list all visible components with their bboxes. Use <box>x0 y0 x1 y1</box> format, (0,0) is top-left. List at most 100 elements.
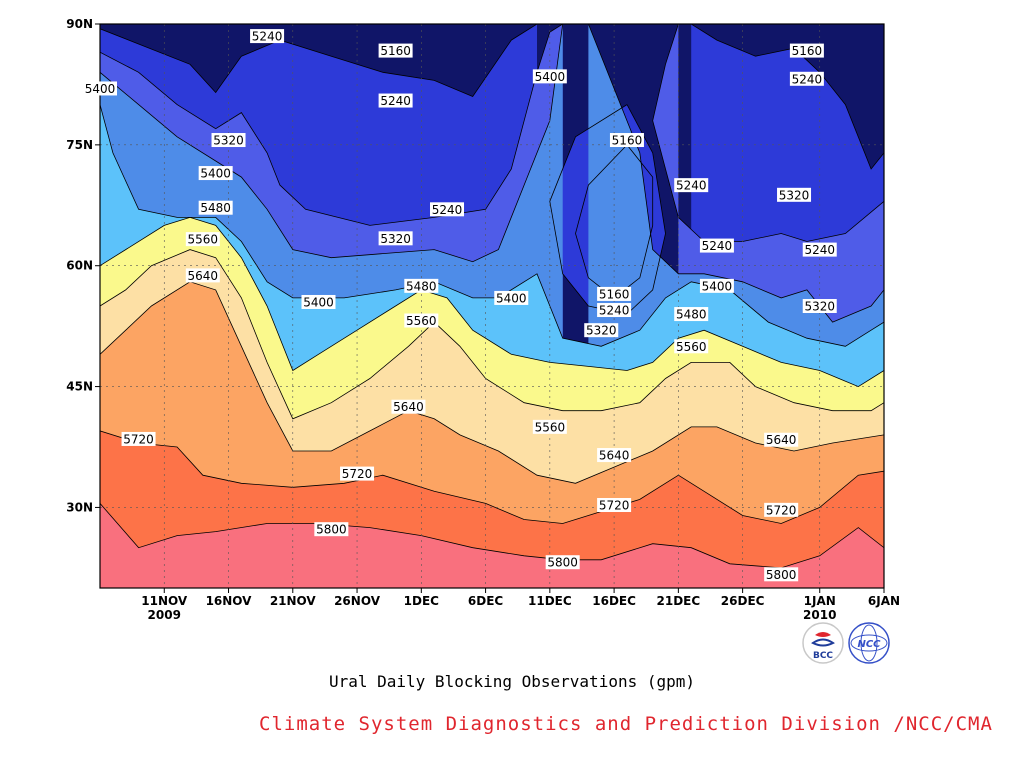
contour-label-text: 5640 <box>393 400 424 414</box>
contour-5240 <box>100 24 563 226</box>
contour-label: 5800 <box>545 555 580 570</box>
contour-label: 5320 <box>211 133 246 148</box>
contour-label: 5400 <box>301 294 336 309</box>
x-tick-label: 11NOV <box>141 594 188 608</box>
contour-5160 <box>690 24 884 170</box>
contour-label-text: 5240 <box>702 239 733 253</box>
contour-label: 5240 <box>789 71 824 86</box>
contour-label: 5800 <box>764 567 799 582</box>
contour-label-text: 5160 <box>380 44 411 58</box>
contour-label-text: 5240 <box>804 243 835 257</box>
svg-text:BCC: BCC <box>813 651 833 661</box>
contour-label: 5480 <box>198 200 233 215</box>
contour-label-text: 5400 <box>535 70 566 84</box>
contour-label: 5400 <box>532 69 567 84</box>
contour-label: 5240 <box>597 303 632 318</box>
x-tick-label: 11DEC <box>528 594 572 608</box>
contour-label: 5720 <box>340 466 375 481</box>
band-5800 <box>100 503 884 588</box>
contour-label-text: 5240 <box>599 304 630 318</box>
contour-label: 5640 <box>391 399 426 414</box>
contour-label: 5400 <box>494 290 529 305</box>
y-tick-label: 30N <box>66 500 93 514</box>
contour-5480 <box>100 216 884 388</box>
contour-label: 5480 <box>404 278 439 293</box>
contour-5640 <box>100 281 884 484</box>
contour-label-text: 5640 <box>188 269 219 283</box>
contour-label-text: 5240 <box>792 72 823 86</box>
contour-label: 5320 <box>802 299 837 314</box>
contour-label-text: 5720 <box>766 503 797 517</box>
contour-5560 <box>100 249 884 420</box>
contour-label-text: 5800 <box>316 523 347 537</box>
contour-label-text: 5720 <box>123 432 154 446</box>
contour-label-text: 5320 <box>380 232 411 246</box>
x-tick-label: 1DEC <box>404 594 440 608</box>
contour-5160 <box>100 24 538 97</box>
contour-label-text: 5240 <box>252 30 283 44</box>
hovmoller-chart: 5240 5160 5240 5400 5320 5400 5480 5560 5640 5400… <box>66 17 900 622</box>
contour-label-text: 5160 <box>612 134 643 148</box>
contour-label: 5720 <box>121 431 156 446</box>
plot-frame <box>99 23 885 589</box>
contour-label: 5800 <box>314 522 349 537</box>
contour-label-text: 5480 <box>406 279 437 293</box>
x-tick-year-label: 2009 <box>148 608 181 622</box>
x-tick-label: 16NOV <box>206 594 253 608</box>
x-tick-label: 21NOV <box>270 594 317 608</box>
contour-label: 5160 <box>789 43 824 58</box>
contour-label-text: 5560 <box>676 340 707 354</box>
contour-label-text: 5480 <box>200 201 231 215</box>
credit-line: Climate System Diagnostics and Predictio… <box>259 713 993 735</box>
x-tick-label: 1JAN <box>804 594 836 608</box>
contour-label-text: 5480 <box>676 308 707 322</box>
contour-label: 5400 <box>198 166 233 181</box>
contour-label: 5720 <box>764 502 799 517</box>
contour-label-text: 5400 <box>85 82 116 96</box>
contour-label: 5320 <box>777 187 812 202</box>
contour-label-text: 5560 <box>406 314 437 328</box>
contour-label-text: 5400 <box>496 291 527 305</box>
x-tick-year-label: 2010 <box>803 608 836 622</box>
contour-label-text: 5160 <box>792 44 823 58</box>
contour-label: 5560 <box>674 339 709 354</box>
contour-label-text: 5640 <box>599 449 630 463</box>
contour-label: 5240 <box>802 242 837 257</box>
contour-label-text: 5320 <box>586 324 617 338</box>
contour-label-text: 5640 <box>766 433 797 447</box>
contour-label-text: 5800 <box>547 556 578 570</box>
contour-label: 5320 <box>584 323 619 338</box>
contour-label-text: 5720 <box>342 467 373 481</box>
contour-label: 5240 <box>674 178 709 193</box>
contour-label: 5480 <box>674 307 709 322</box>
contour-labels: 5240 5160 5240 5400 5320 5400 5480 5560 5640 5400… <box>83 29 837 582</box>
contour-label-text: 5320 <box>213 134 244 148</box>
contour-label-text: 5720 <box>599 499 630 513</box>
contour-label-text: 5560 <box>535 420 566 434</box>
x-tick-label: 6DEC <box>468 594 504 608</box>
contour-5720 <box>100 430 884 524</box>
contour-label: 5160 <box>378 43 413 58</box>
contour-label-text: 5560 <box>188 233 219 247</box>
contour-label-text: 5320 <box>804 300 835 314</box>
contour-label-text: 5240 <box>380 94 411 108</box>
contour-label: 5320 <box>378 231 413 246</box>
ncc-logo: NCC <box>847 621 891 665</box>
y-tick-label: 75N <box>66 138 93 152</box>
chart-title: Ural Daily Blocking Observations (gpm) <box>328 672 696 691</box>
contour-label: 5640 <box>597 448 632 463</box>
contour-label: 5240 <box>699 238 734 253</box>
y-tick-label: 45N <box>66 380 93 394</box>
contour-label: 5720 <box>597 498 632 513</box>
contour-label-text: 5400 <box>702 279 733 293</box>
contour-label: 5400 <box>83 81 117 96</box>
x-tick-label: 26DEC <box>721 594 765 608</box>
contour-5320 <box>100 24 564 263</box>
contour-label: 5640 <box>185 268 220 283</box>
contour-label: 5640 <box>764 432 799 447</box>
contour-label: 5160 <box>597 286 632 301</box>
contour-label-text: 5800 <box>766 568 797 582</box>
svg-text:NCC: NCC <box>857 639 881 650</box>
contour-label: 5560 <box>404 313 439 328</box>
